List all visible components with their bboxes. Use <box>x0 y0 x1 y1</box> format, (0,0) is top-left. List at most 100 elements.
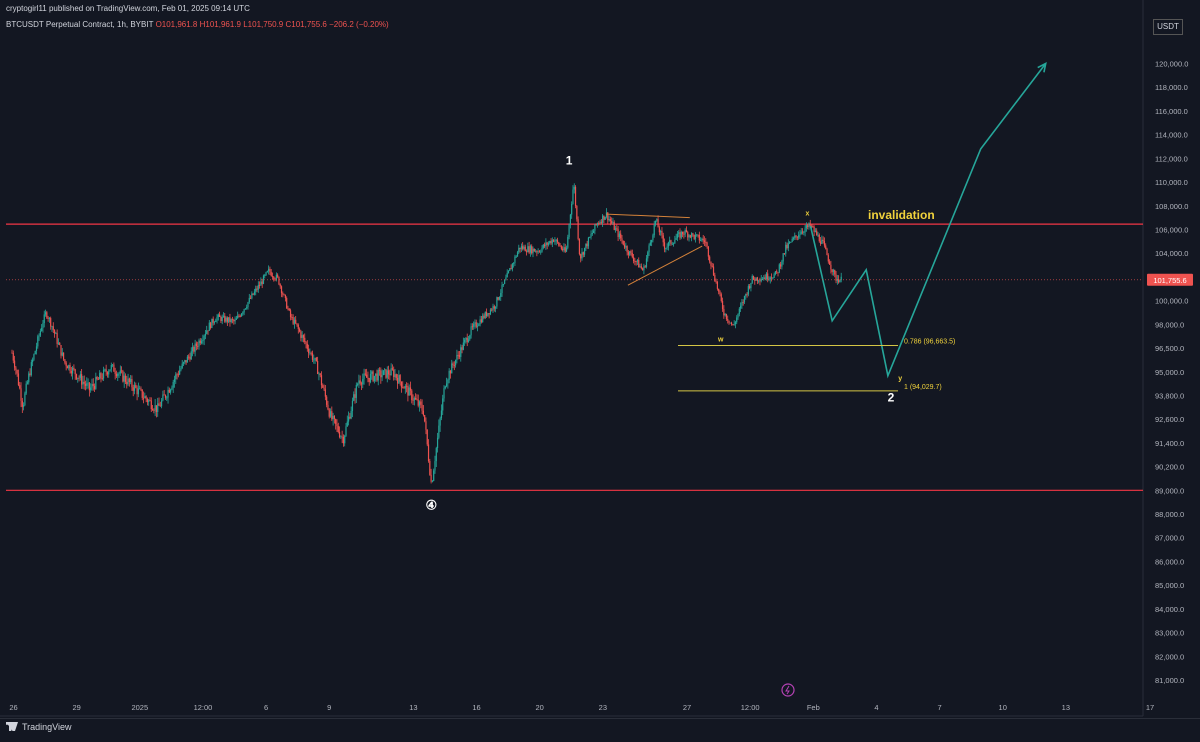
candle-body <box>92 383 94 386</box>
price-tick-label: 104,000.0 <box>1155 249 1188 258</box>
candle-body <box>835 274 837 281</box>
candle-body <box>558 242 560 246</box>
candle-body <box>504 280 506 284</box>
horizontal-levels[interactable]: invalidation <box>6 208 1143 491</box>
price-axis[interactable]: 120,000.0 118,000.0 116,000.0 114,000.0 112,… <box>1155 60 1188 686</box>
candle-body <box>431 480 434 482</box>
candle-body <box>494 306 497 309</box>
candle-body <box>95 376 97 389</box>
candle-body <box>649 242 651 246</box>
price-tick-label: 110,000.0 <box>1155 178 1188 187</box>
candle-body <box>323 387 325 390</box>
candle-body <box>452 363 454 366</box>
candle-body <box>730 322 733 325</box>
candle-body <box>697 234 699 236</box>
candle-body <box>11 352 13 354</box>
candle-body <box>295 319 297 324</box>
candle-body <box>791 238 793 242</box>
candle-body <box>770 277 773 279</box>
candle-body <box>756 277 758 281</box>
candle-body <box>586 243 588 247</box>
tradingview-logo[interactable]: TradingView <box>6 722 72 732</box>
price-tick-label: 88,000.0 <box>1155 510 1184 519</box>
currency-button[interactable]: USDT <box>1153 19 1183 35</box>
candle-body <box>74 369 76 375</box>
candle-body <box>377 370 379 381</box>
candle-body <box>48 318 50 319</box>
candle-body <box>62 352 65 360</box>
candle-body <box>416 399 418 401</box>
candle-body <box>778 264 780 273</box>
candle-body <box>518 247 520 253</box>
wave-projection-path[interactable] <box>809 63 1047 379</box>
candle-body <box>244 308 247 310</box>
price-tick-label: 116,000.0 <box>1155 107 1188 116</box>
drawings[interactable]: 0.786 (96,663.5) 1 (94,029.7) <box>606 62 1047 392</box>
candle-body <box>786 244 788 249</box>
candle-body <box>28 373 30 383</box>
price-tick-label: 91,400.0 <box>1155 439 1184 448</box>
candle-body <box>620 233 622 239</box>
triangle-lower-line[interactable] <box>627 245 703 286</box>
candle-body <box>150 400 152 410</box>
candle-body <box>523 246 525 249</box>
candle-body <box>447 379 449 384</box>
candle-body <box>533 248 535 252</box>
candle-body <box>482 315 484 323</box>
candle-body <box>435 448 437 462</box>
time-tick-label: Feb <box>807 703 820 712</box>
time-tick-label: 6 <box>264 703 268 712</box>
candle-body <box>336 423 338 427</box>
time-axis[interactable]: 26 29 2025 12:00 6 9 13 16 20 23 27 12:00 Feb 4 7 10 13 1… <box>9 703 1154 712</box>
candle-body <box>271 275 274 277</box>
price-tick-label: 96,500.0 <box>1155 344 1184 353</box>
candle-body <box>160 400 163 407</box>
candle-body <box>772 277 774 279</box>
candle-body <box>573 186 575 190</box>
candle-body <box>168 389 170 393</box>
candle-body <box>614 228 617 230</box>
tradingview-brand: TradingView <box>22 722 72 732</box>
candle-body <box>251 293 253 299</box>
candle-body <box>572 189 574 204</box>
candle-body <box>133 385 136 391</box>
candle-body <box>418 401 421 406</box>
candle-body <box>194 343 196 352</box>
candle-body <box>576 205 578 220</box>
candle-body <box>77 377 79 379</box>
candle-body <box>186 356 188 363</box>
candle-body <box>30 362 32 376</box>
price-tick-label: 86,000.0 <box>1155 557 1184 566</box>
candle-body <box>268 268 270 272</box>
last-price-marker: 101,755.6 <box>6 273 1193 286</box>
candle-body <box>474 322 476 324</box>
candle-body <box>225 317 227 322</box>
candle-body <box>524 246 526 252</box>
candle-body <box>135 385 137 388</box>
candle-body <box>180 368 182 371</box>
candle-body <box>433 470 435 481</box>
candle-body <box>734 322 737 325</box>
candle-body <box>838 279 840 283</box>
candle-body <box>602 215 604 223</box>
triangle-upper-line[interactable] <box>606 213 690 219</box>
candle-body <box>528 246 530 253</box>
candle-body <box>234 319 236 322</box>
candle-body <box>663 242 666 249</box>
candle-body <box>243 309 245 313</box>
candle-body <box>729 322 731 324</box>
candle-body <box>358 380 360 385</box>
candle-body <box>767 273 769 280</box>
candle-body <box>324 389 326 397</box>
candle-body <box>21 400 23 407</box>
candle-body <box>422 410 424 415</box>
candle-body <box>645 258 648 267</box>
ohlc-low: L101,750.9 <box>243 20 284 29</box>
candle-body <box>718 288 720 292</box>
candle-body <box>687 232 689 238</box>
candle-body <box>536 251 538 253</box>
price-tick-label: 98,000.0 <box>1155 320 1184 329</box>
lightning-icon[interactable] <box>781 683 795 697</box>
